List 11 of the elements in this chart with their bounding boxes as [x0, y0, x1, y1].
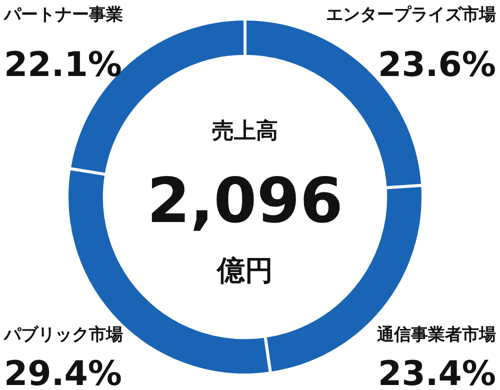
data-label: 29.4% — [4, 354, 122, 390]
slice-label: パブリック市場 — [3, 325, 123, 345]
data-label: 23.6% — [378, 45, 496, 85]
text: 億円 — [216, 254, 273, 287]
data-label: 23.4% — [378, 354, 496, 390]
slice-label: 通信事業者市場 — [376, 325, 496, 345]
text: 売上高 — [212, 118, 278, 144]
text: 2,096 — [146, 164, 344, 237]
data-label: 22.1% — [4, 45, 122, 85]
slice-label: エンタープライズ市場 — [326, 5, 496, 25]
slice-label: パートナー事業 — [3, 5, 123, 25]
